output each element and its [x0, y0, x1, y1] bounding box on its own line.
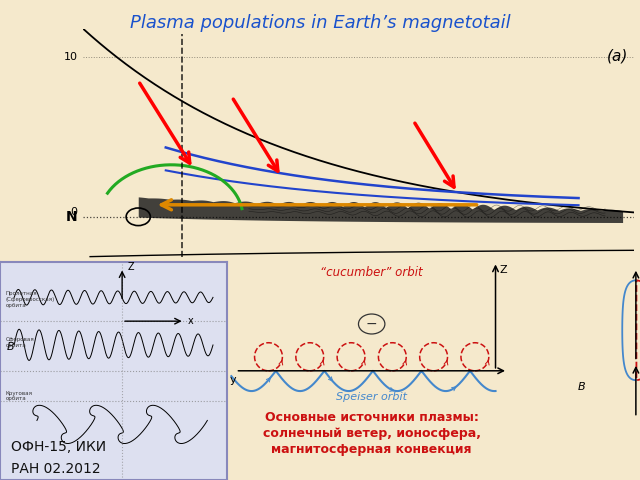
Text: Plasma populations in Earth’s magnetotail: Plasma populations in Earth’s magnetotai…: [130, 14, 510, 33]
Text: 0: 0: [70, 207, 77, 217]
Text: Speiser orbit: Speiser orbit: [336, 393, 407, 402]
Text: Круговая
орбита: Круговая орбита: [6, 391, 33, 401]
Text: 10: 10: [64, 52, 77, 62]
Text: Z: Z: [128, 262, 134, 272]
Text: Пролетная
(Сферовросская)
орбита: Пролетная (Сферовросская) орбита: [6, 291, 55, 308]
Text: x: x: [188, 316, 193, 326]
Text: (a): (a): [607, 49, 628, 64]
Text: −: −: [366, 317, 378, 331]
Text: $\dot{B}$: $\dot{B}$: [6, 337, 15, 353]
Text: РАН 02.2012: РАН 02.2012: [12, 462, 101, 476]
Text: Сферовая
орбита: Сферовая орбита: [6, 337, 35, 348]
Text: B: B: [578, 382, 586, 392]
Text: Z: Z: [500, 265, 508, 275]
Text: ОФН-15, ИКИ: ОФН-15, ИКИ: [12, 440, 106, 454]
Text: Основные источники плазмы:
солнечный ветер, ионосфера,
магнитосферная конвекция: Основные источники плазмы: солнечный вет…: [262, 411, 481, 456]
Text: y: y: [229, 374, 236, 384]
Text: “cucumber” orbit: “cucumber” orbit: [321, 266, 423, 279]
Text: N: N: [66, 210, 77, 224]
